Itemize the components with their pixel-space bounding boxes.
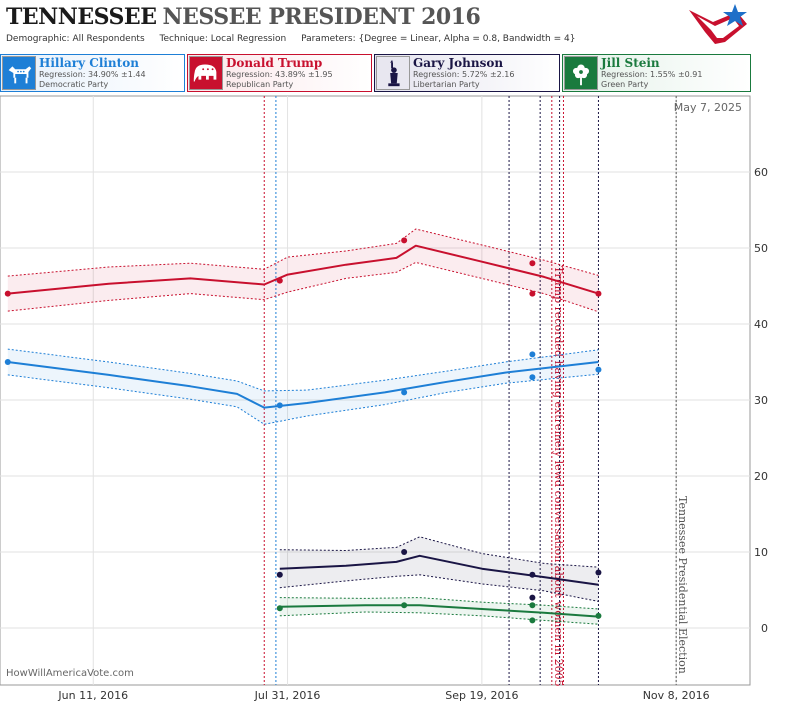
poll-point (401, 549, 408, 555)
flower-icon (564, 56, 598, 90)
candidate-regression: Regression: 1.55% ±0.91 (601, 70, 703, 79)
band-upper (279, 597, 599, 610)
poll-point (401, 602, 408, 609)
plot-area (0, 95, 751, 686)
x-tick-label: Jun 11, 2016 (57, 689, 128, 702)
poll-point (595, 612, 602, 619)
poll-point (401, 237, 408, 244)
poll-point (401, 389, 408, 396)
y-tick-label: 40 (754, 318, 768, 331)
candidate-party: Republican Party (226, 80, 294, 89)
y-tick-label: 20 (754, 470, 768, 483)
poll-point (529, 374, 536, 381)
event-lines: Trump recorded having extremely lewd con… (263, 96, 689, 687)
elephant-icon (189, 56, 223, 90)
site-logo (689, 4, 747, 44)
watermark: HowWillAmericaVote.com (6, 668, 134, 679)
confidence-band (279, 597, 599, 625)
page-title: TENNESSEE NESSEE PRESIDENT 2016 (6, 4, 481, 32)
event-label: Trump recorded having extremely lewd con… (552, 266, 565, 687)
poll-point (276, 571, 283, 578)
poll-point (529, 602, 536, 609)
title-state: TENNESSEE (6, 4, 157, 30)
band-lower (7, 373, 599, 425)
candidate-regression: Regression: 43.89% ±1.95 (226, 70, 333, 79)
confidence-band (7, 229, 599, 312)
poll-point (595, 569, 602, 576)
y-tick-label: 60 (754, 166, 768, 179)
poll-point (4, 290, 11, 297)
regression-line (7, 244, 599, 295)
poll-chart: Trump recorded having extremely lewd con… (0, 95, 768, 702)
candidate-card-johnson[interactable]: Gary Johnson Regression: 5.72% ±2.16 Lib… (374, 54, 560, 92)
x-tick-label: Sep 19, 2016 (445, 689, 518, 702)
poll-point (529, 594, 536, 601)
demographic-label: Demographic: (6, 34, 70, 44)
candidate-regression: Regression: 34.90% ±1.44 (39, 70, 146, 79)
y-tick-label: 0 (761, 622, 768, 635)
candidate-name: Gary Johnson (413, 56, 504, 70)
technique-label: Technique: (159, 34, 208, 44)
candidate-party: Libertarian Party (413, 80, 480, 89)
donkey-icon (2, 56, 36, 90)
poll-point (529, 290, 536, 297)
regression-line (279, 554, 599, 586)
parameters-label: Parameters: (301, 34, 356, 44)
poll-point (529, 571, 536, 578)
regression-line (7, 361, 599, 409)
demographic-value: All Respondents (72, 34, 145, 44)
poll-point (529, 260, 536, 267)
confidence-bands (7, 228, 599, 625)
candidate-party: Democratic Party (39, 80, 109, 89)
band-lower (279, 611, 599, 625)
parameters-row: Demographic: All Respondents Technique: … (6, 34, 575, 44)
title-race: NESSEE PRESIDENT 2016 (162, 4, 481, 30)
candidate-name: Hillary Clinton (39, 56, 139, 70)
candidate-card-trump[interactable]: Donald Trump Regression: 43.89% ±1.95 Re… (187, 54, 372, 92)
poll-point (276, 402, 283, 409)
band-upper (279, 536, 599, 568)
confidence-band (7, 349, 599, 425)
poll-point (595, 290, 602, 297)
liberty-icon (376, 56, 410, 90)
y-tick-label: 30 (754, 394, 768, 407)
x-tick-label: Jul 31, 2016 (254, 689, 321, 702)
candidate-party: Green Party (601, 80, 649, 89)
technique-value: Local Regression (210, 34, 287, 44)
poll-point (276, 277, 283, 284)
event-label: Tennessee Presidential Election (676, 496, 689, 674)
band-lower (7, 261, 599, 313)
parameters-value: {Degree = Linear, Alpha = 0.8, Bandwidth… (358, 34, 576, 44)
regression-lines (7, 244, 599, 618)
candidate-name: Donald Trump (226, 56, 323, 70)
chart-axes: 0 10 20 30 40 50 60 Jun 11, 2016 Jul 31, 2016 Sep… (57, 101, 768, 702)
band-upper (7, 348, 599, 392)
poll-point (276, 605, 283, 612)
poll-points (4, 237, 602, 624)
confidence-band (279, 536, 599, 602)
band-lower (279, 574, 599, 602)
chart-grid (0, 95, 751, 686)
poll-point (4, 359, 11, 365)
y-tick-label: 10 (754, 546, 768, 559)
candidate-card-stein[interactable]: Jill Stein Regression: 1.55% ±0.91 Green… (562, 54, 751, 92)
date-label: May 7, 2025 (674, 101, 742, 114)
candidate-name: Jill Stein (601, 56, 660, 70)
x-tick-label: Nov 8, 2016 (643, 689, 710, 702)
poll-point (529, 351, 536, 358)
candidate-card-clinton[interactable]: Hillary Clinton Regression: 34.90% ±1.44… (0, 54, 185, 92)
regression-line (279, 604, 599, 618)
y-tick-label: 50 (754, 242, 768, 255)
poll-point (529, 617, 536, 624)
poll-point (595, 366, 602, 373)
candidate-regression: Regression: 5.72% ±2.16 (413, 70, 515, 79)
